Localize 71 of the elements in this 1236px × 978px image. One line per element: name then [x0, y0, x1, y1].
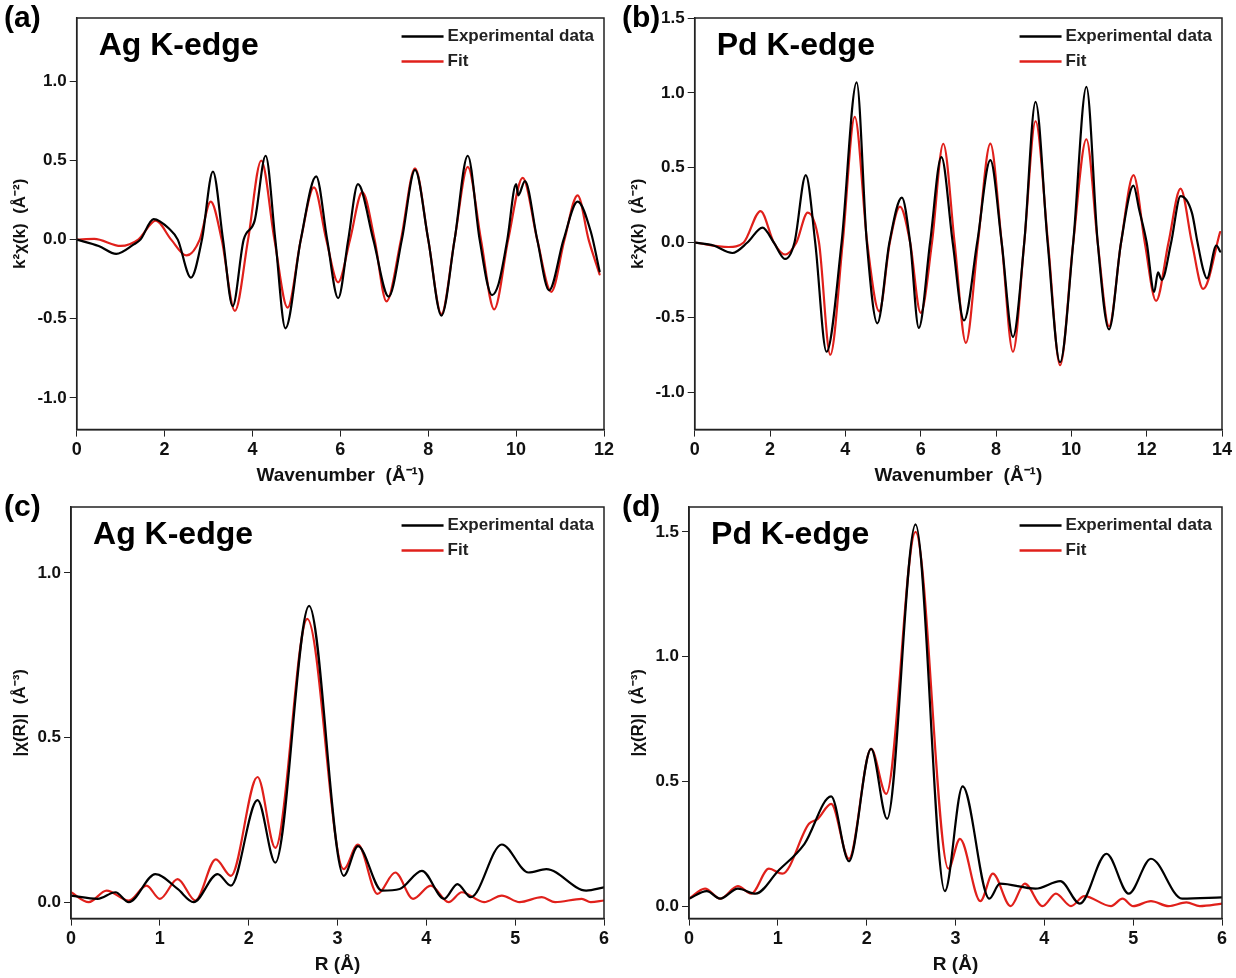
chart-title: Pd K-edge	[711, 514, 870, 551]
x-tick-label: 8	[423, 439, 434, 460]
text: (c)	[4, 489, 41, 523]
x-tick-label: 2	[159, 439, 170, 460]
x-tick-label: 3	[332, 928, 343, 949]
y-tick-label: -1.0	[655, 381, 685, 401]
legend-label: Fit	[447, 51, 469, 71]
chart-title: Pd K-edge	[716, 25, 875, 62]
x-tick-label: 10	[1061, 439, 1082, 460]
x-tick-label: 12	[593, 439, 615, 460]
y-tick-label: 1.0	[37, 562, 62, 582]
y-tick-label: -1.0	[37, 387, 67, 407]
y-tick-label: 0.5	[661, 157, 685, 177]
x-tick-label: 12	[1136, 439, 1157, 460]
x-tick-label: 5	[1128, 928, 1139, 949]
y-axis-title: |χ(R)| (Å⁻³)	[627, 669, 647, 757]
x-tick-label: 0	[689, 439, 700, 460]
chart-title: Ag K-edge	[98, 25, 259, 62]
legend-label: Experimental data	[1065, 26, 1213, 46]
x-tick-label: 4	[247, 439, 258, 460]
y-tick-label: 0.5	[655, 771, 680, 791]
x-tick-label: 3	[950, 928, 961, 949]
chart-title: Ag K-edge	[93, 514, 254, 551]
y-tick-label: 1.5	[661, 7, 685, 27]
y-tick-label: 0.5	[37, 727, 62, 747]
y-axis-title: k²χ(k) (Å⁻²)	[627, 178, 647, 269]
x-tick-label: 1	[154, 928, 165, 949]
legend-label: Experimental data	[447, 515, 595, 535]
y-tick-label: 1.0	[655, 646, 680, 666]
y-tick-label: -0.5	[37, 308, 67, 328]
x-tick-label: 14	[1211, 439, 1233, 460]
text: (b)	[622, 0, 661, 34]
legend-label: Experimental data	[447, 26, 595, 46]
x-tick-label: 6	[598, 928, 610, 949]
y-tick-label: 0.5	[43, 150, 67, 170]
legend-label: Fit	[1065, 51, 1087, 71]
x-tick-label: 5	[510, 928, 521, 949]
legend-label: Experimental data	[1065, 515, 1213, 535]
x-axis-title: R (Å)	[314, 952, 361, 974]
y-axis-title: k²χ(k) (Å⁻²)	[9, 178, 29, 269]
y-tick-label: 0.0	[655, 895, 680, 915]
x-tick-label: 4	[1039, 928, 1050, 949]
y-axis-title: |χ(R)| (Å⁻³)	[9, 669, 29, 757]
y-tick-label: 1.0	[43, 71, 67, 91]
y-tick-label: 0.0	[37, 891, 62, 911]
y-tick-label: 0.0	[661, 232, 685, 252]
x-axis-title: Wavenumber (Å⁻¹)	[874, 463, 1043, 485]
x-tick-label: 2	[765, 439, 776, 460]
x-tick-label: 6	[915, 439, 926, 460]
x-tick-label: 6	[1216, 928, 1228, 949]
x-tick-label: 8	[991, 439, 1002, 460]
legend-label: Fit	[447, 540, 469, 560]
text: (d)	[622, 489, 661, 523]
legend-label: Fit	[1065, 540, 1087, 560]
y-tick-label: 0.0	[43, 229, 67, 249]
x-axis-title: Wavenumber (Å⁻¹)	[256, 463, 425, 485]
x-axis-title: R (Å)	[932, 952, 979, 974]
x-tick-label: 2	[243, 928, 254, 949]
x-tick-label: 4	[421, 928, 432, 949]
x-tick-label: 0	[71, 439, 82, 460]
x-tick-label: 0	[684, 928, 695, 949]
y-tick-label: -0.5	[655, 307, 685, 327]
y-tick-label: 1.0	[661, 82, 685, 102]
x-tick-label: 10	[506, 439, 527, 460]
x-tick-label: 2	[861, 928, 872, 949]
x-tick-label: 0	[66, 928, 77, 949]
text: (a)	[4, 0, 41, 34]
x-tick-label: 6	[335, 439, 346, 460]
y-tick-label: 1.5	[655, 521, 680, 541]
x-tick-label: 1	[772, 928, 783, 949]
x-tick-label: 4	[840, 439, 851, 460]
